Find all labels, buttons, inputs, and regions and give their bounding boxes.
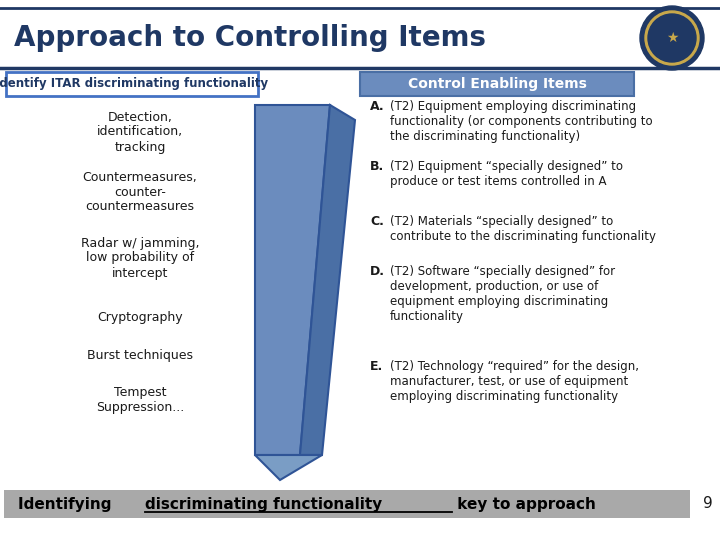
Circle shape: [640, 6, 704, 70]
Text: A.: A.: [370, 100, 384, 113]
Text: E.: E.: [370, 360, 383, 373]
Text: key to approach: key to approach: [451, 496, 595, 511]
Text: Approach to Controlling Items: Approach to Controlling Items: [14, 24, 486, 52]
Text: (T2) Technology “required” for the design,
manufacturer, test, or use of equipme: (T2) Technology “required” for the desig…: [390, 360, 639, 403]
Polygon shape: [300, 105, 355, 455]
Text: Radar w/ jamming,
low probability of
intercept: Radar w/ jamming, low probability of int…: [81, 237, 199, 280]
Text: (T2) Materials “specially designed” to
contribute to the discriminating function: (T2) Materials “specially designed” to c…: [390, 215, 656, 243]
Text: Identify ITAR discriminating functionality: Identify ITAR discriminating functionali…: [0, 78, 269, 91]
Text: Tempest
Suppression...: Tempest Suppression...: [96, 386, 184, 414]
Text: discriminating functionality: discriminating functionality: [145, 496, 382, 511]
Text: Control Enabling Items: Control Enabling Items: [408, 77, 586, 91]
FancyBboxPatch shape: [360, 72, 634, 96]
Text: B.: B.: [370, 160, 384, 173]
FancyBboxPatch shape: [4, 490, 690, 518]
FancyBboxPatch shape: [6, 72, 258, 96]
Text: (T2) Equipment “specially designed” to
produce or test items controlled in A: (T2) Equipment “specially designed” to p…: [390, 160, 623, 188]
Polygon shape: [255, 455, 322, 480]
Text: C.: C.: [370, 215, 384, 228]
Circle shape: [648, 14, 696, 62]
Text: D.: D.: [370, 265, 385, 278]
Text: ★: ★: [666, 31, 678, 45]
Text: (T2) Equipment employing discriminating
functionality (or components contributin: (T2) Equipment employing discriminating …: [390, 100, 652, 143]
Text: Detection,
identification,
tracking: Detection, identification, tracking: [97, 111, 183, 153]
Text: (T2) Software “specially designed” for
development, production, or use of
equipm: (T2) Software “specially designed” for d…: [390, 265, 615, 323]
Text: Burst techniques: Burst techniques: [87, 348, 193, 361]
Polygon shape: [255, 105, 330, 455]
Circle shape: [645, 11, 699, 65]
Text: 9: 9: [703, 496, 713, 511]
Text: Countermeasures,
counter-
countermeasures: Countermeasures, counter- countermeasure…: [83, 171, 197, 213]
Text: Cryptography: Cryptography: [97, 312, 183, 325]
Text: Identifying: Identifying: [18, 496, 117, 511]
